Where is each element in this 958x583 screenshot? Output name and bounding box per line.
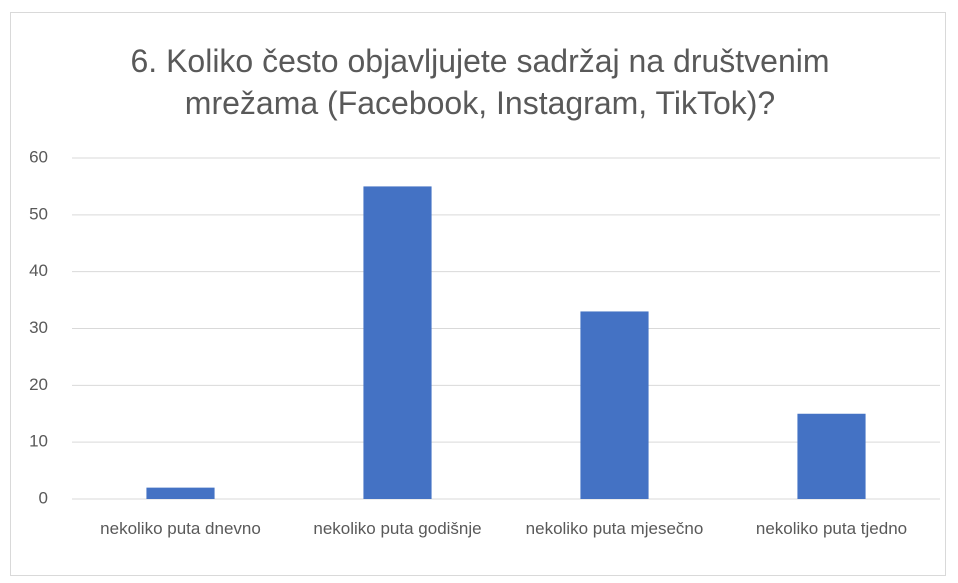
y-tick-label: 0	[39, 488, 48, 507]
x-tick-label: nekoliko puta mjesečno	[525, 519, 704, 538]
y-tick-label: 10	[29, 432, 48, 451]
chart-title: 6. Koliko često objavljujete sadržaj na …	[130, 43, 830, 121]
y-tick-label: 60	[29, 147, 48, 166]
x-tick-label: nekoliko puta godišnje	[313, 519, 482, 538]
x-tick-label: nekoliko puta dnevno	[100, 519, 261, 538]
y-tick-label: 20	[29, 375, 48, 394]
y-tick-label: 50	[29, 204, 48, 223]
bar	[146, 487, 215, 499]
bar	[363, 186, 432, 499]
chart-frame	[10, 12, 946, 576]
x-tick-label: nekoliko puta tjedno	[755, 519, 908, 538]
y-tick-label: 40	[29, 261, 48, 280]
y-tick-label: 30	[29, 318, 48, 337]
bar	[580, 311, 649, 499]
bar	[797, 413, 866, 499]
